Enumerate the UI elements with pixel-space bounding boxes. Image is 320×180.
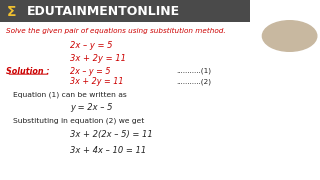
Text: 3x + 2(2x – 5) = 11: 3x + 2(2x – 5) = 11 xyxy=(70,130,153,139)
Text: Σ: Σ xyxy=(6,5,16,19)
Text: 2x – y = 5: 2x – y = 5 xyxy=(70,67,111,76)
Text: 3x + 4x – 10 = 11: 3x + 4x – 10 = 11 xyxy=(70,146,147,155)
Text: Equation (1) can be written as: Equation (1) can be written as xyxy=(13,91,126,98)
Text: Substituting in equation (2) we get: Substituting in equation (2) we get xyxy=(13,117,144,124)
Text: 2x – y = 5: 2x – y = 5 xyxy=(70,41,113,50)
Text: ...........(2): ...........(2) xyxy=(176,79,211,85)
Text: 3x + 2y = 11: 3x + 2y = 11 xyxy=(70,77,124,86)
Text: y = 2x – 5: y = 2x – 5 xyxy=(70,103,113,112)
Text: EDUTAINMENTONLINE: EDUTAINMENTONLINE xyxy=(27,5,180,18)
Text: ...........(1): ...........(1) xyxy=(176,68,211,74)
Text: Solution :: Solution : xyxy=(6,67,50,76)
Text: 3x + 2y = 11: 3x + 2y = 11 xyxy=(70,54,126,63)
Text: Solve the given pair of equations using substitution method.: Solve the given pair of equations using … xyxy=(6,28,226,34)
FancyBboxPatch shape xyxy=(0,0,250,22)
Circle shape xyxy=(262,21,317,51)
